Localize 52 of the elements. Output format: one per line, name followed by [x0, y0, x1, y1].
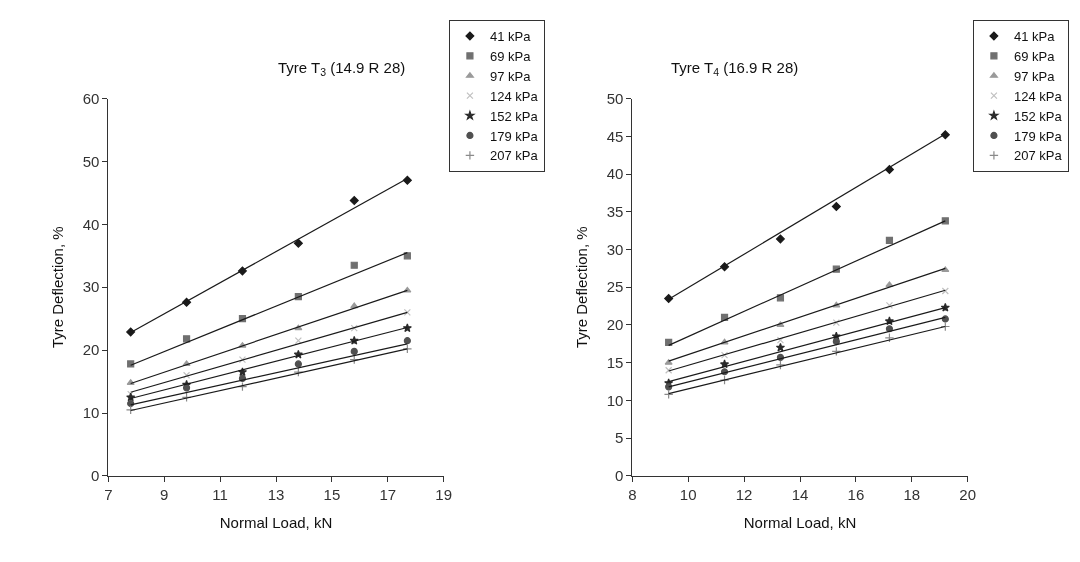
y-tick-label: 25	[606, 278, 624, 296]
y-tick-label: 40	[82, 215, 100, 233]
legend-label: 124 kPa	[1013, 88, 1063, 104]
x-axis-title: Normal Load, kN	[743, 513, 857, 531]
y-tick-label: 50	[82, 152, 100, 170]
y-tick-label: 30	[606, 240, 624, 258]
y-tick-label: 35	[606, 203, 624, 221]
chart-title: Tyre T$_{3}$ (14.9 R 28)	[278, 59, 406, 79]
y-tick-label: 0	[614, 467, 624, 485]
y-tick-label: 10	[82, 404, 100, 422]
legend-label: 152 kPa	[1013, 108, 1063, 124]
legend-label: 97 kPa	[489, 68, 532, 84]
legend-label: 152 kPa	[489, 108, 539, 124]
y-tick-label: 45	[606, 127, 624, 145]
x-tick-label: 7	[104, 485, 113, 503]
y-tick-label: 15	[606, 353, 624, 371]
x-tick-label: 13	[267, 485, 285, 503]
legend-label: 41 kPa	[489, 29, 532, 45]
legend-label: 207 kPa	[489, 148, 539, 164]
y-tick-label: 20	[606, 316, 624, 334]
x-tick-label: 20	[959, 485, 977, 503]
y-tick-label: 5	[614, 429, 624, 447]
legend-label: 97 kPa	[1013, 68, 1056, 84]
y-tick-label: 40	[606, 165, 624, 183]
x-tick-label: 17	[379, 485, 397, 503]
x-tick-label: 10	[679, 485, 697, 503]
y-tick-label: 0	[90, 467, 100, 485]
legend-label: 41 kPa	[1013, 29, 1056, 45]
x-tick-label: 14	[791, 485, 809, 503]
y-tick-label: 30	[82, 278, 100, 296]
y-tick-label: 60	[82, 89, 100, 107]
legend-label: 179 kPa	[489, 128, 539, 144]
x-tick-label: 9	[160, 485, 169, 503]
legend-label: 69 kPa	[489, 48, 532, 64]
legend-label: 69 kPa	[1013, 48, 1056, 64]
x-tick-label: 18	[903, 485, 921, 503]
x-axis-title: Normal Load, kN	[219, 513, 333, 531]
x-tick-label: 19	[435, 485, 453, 503]
chart-title: Tyre T$_{4}$ (16.9 R 28)	[671, 59, 799, 79]
x-tick-label: 8	[628, 485, 637, 503]
y-tick-label: 50	[606, 89, 624, 107]
y-tick-label: 20	[82, 341, 100, 359]
legend-label: 124 kPa	[489, 88, 539, 104]
y-axis-title: Tyre Deflection, %	[572, 226, 590, 349]
legend-label: 207 kPa	[1013, 148, 1063, 164]
legend-label: 179 kPa	[1013, 128, 1063, 144]
x-tick-label: 16	[847, 485, 865, 503]
x-tick-label: 12	[735, 485, 753, 503]
y-axis-title: Tyre Deflection, %	[48, 226, 66, 349]
y-tick-label: 10	[606, 391, 624, 409]
x-tick-label: 11	[212, 485, 228, 503]
x-tick-label: 15	[323, 485, 341, 503]
